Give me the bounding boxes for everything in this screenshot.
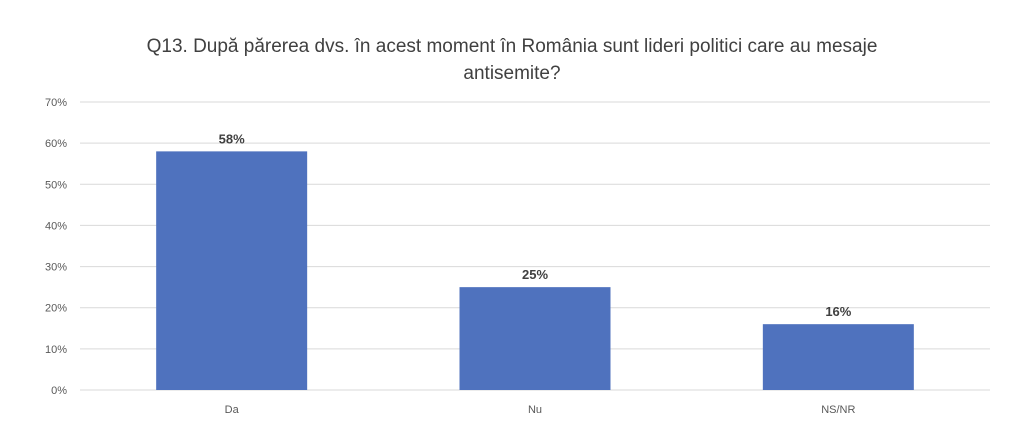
data-labels: 58% 25% 16% — [219, 131, 852, 319]
x-axis-ticks: Da Nu NS/NR — [225, 404, 856, 416]
bar-nu — [459, 287, 611, 390]
y-tick-label: 50% — [45, 179, 67, 191]
data-label: 58% — [219, 131, 245, 146]
data-label: 25% — [522, 267, 548, 282]
x-tick-label: Da — [225, 404, 240, 416]
y-tick-label: 30% — [45, 262, 67, 274]
bars — [156, 151, 914, 390]
y-tick-label: 0% — [51, 385, 67, 397]
y-tick-label: 70% — [45, 97, 67, 109]
x-tick-label: Nu — [528, 404, 542, 416]
bar-da — [156, 151, 308, 390]
y-tick-label: 40% — [45, 220, 67, 232]
y-tick-label: 20% — [45, 303, 67, 315]
y-axis-ticks: 0% 10% 20% 30% 40% 50% 60% 70% — [45, 97, 67, 397]
chart-title-text: Q13. După părerea dvs. în acest moment î… — [146, 36, 878, 84]
x-tick-label: NS/NR — [821, 404, 855, 416]
y-tick-label: 10% — [45, 344, 67, 356]
data-label: 16% — [825, 304, 851, 319]
bar-ns-nr — [762, 324, 914, 390]
y-tick-label: 60% — [45, 138, 67, 150]
chart-title: Q13. După părerea dvs. în acest moment î… — [0, 33, 1024, 87]
